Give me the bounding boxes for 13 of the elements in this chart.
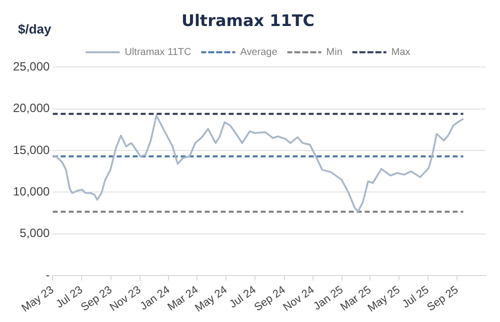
y-tick-label: 20,000 [13,101,50,116]
x-tick-label: May 23 [20,284,56,315]
y-tick-label: - [46,268,50,282]
y-axis-title: $/day [18,22,52,37]
y-tick-label: 5,000 [20,226,50,240]
legend-label: Ultramax 11TC [124,46,192,58]
legend-label: Average [240,46,278,58]
legend-label: Max [391,46,410,58]
y-tick-label: 10,000 [13,184,50,198]
y-tick-label: 15,000 [13,142,50,157]
legend-label: Min [326,46,342,58]
chart-title: Ultramax 11TC [181,10,315,30]
y-tick-label: 25,000 [13,60,50,74]
